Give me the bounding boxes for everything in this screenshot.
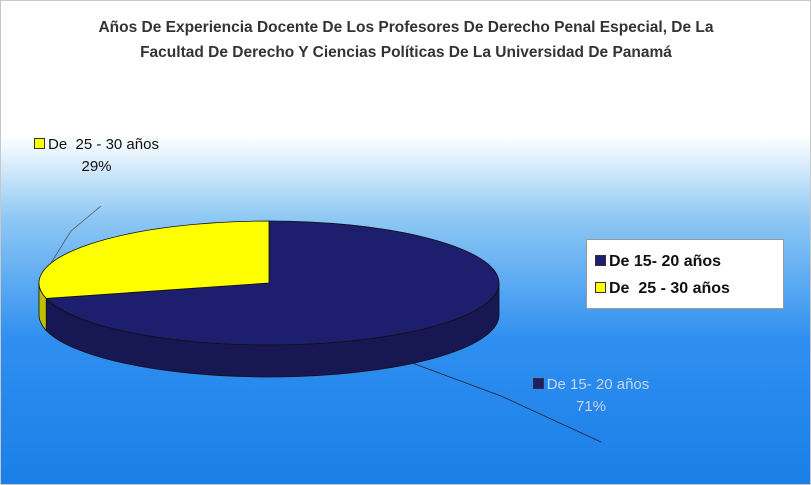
legend-label: De 25 - 30 años bbox=[609, 280, 730, 297]
legend-swatch bbox=[595, 255, 606, 266]
label-category: De 15- 20 años bbox=[546, 376, 650, 393]
legend-swatch bbox=[595, 282, 606, 293]
legend: De 15- 20 años De 25 - 30 años bbox=[586, 239, 784, 309]
pie-slice bbox=[45, 220, 500, 346]
label-category: De 25 - 30 años bbox=[48, 136, 159, 153]
legend-item: De 15- 20 años bbox=[595, 248, 783, 275]
data-label: De 25 - 30 años 29% bbox=[29, 134, 164, 178]
legend-label: De 15- 20 años bbox=[609, 253, 722, 270]
label-swatch bbox=[34, 138, 46, 149]
label-swatch bbox=[532, 378, 544, 389]
label-value: 29% bbox=[81, 158, 112, 175]
leader-line bbox=[50, 205, 102, 264]
leader-line bbox=[395, 356, 602, 443]
legend-item: De 25 - 30 años bbox=[595, 275, 783, 302]
data-label: De 15- 20 años 71% bbox=[521, 374, 661, 418]
chart-title: Años De Experiencia Docente De Los Profe… bbox=[98, 19, 714, 61]
pie-slice bbox=[38, 220, 270, 299]
label-value: 71% bbox=[575, 398, 607, 415]
